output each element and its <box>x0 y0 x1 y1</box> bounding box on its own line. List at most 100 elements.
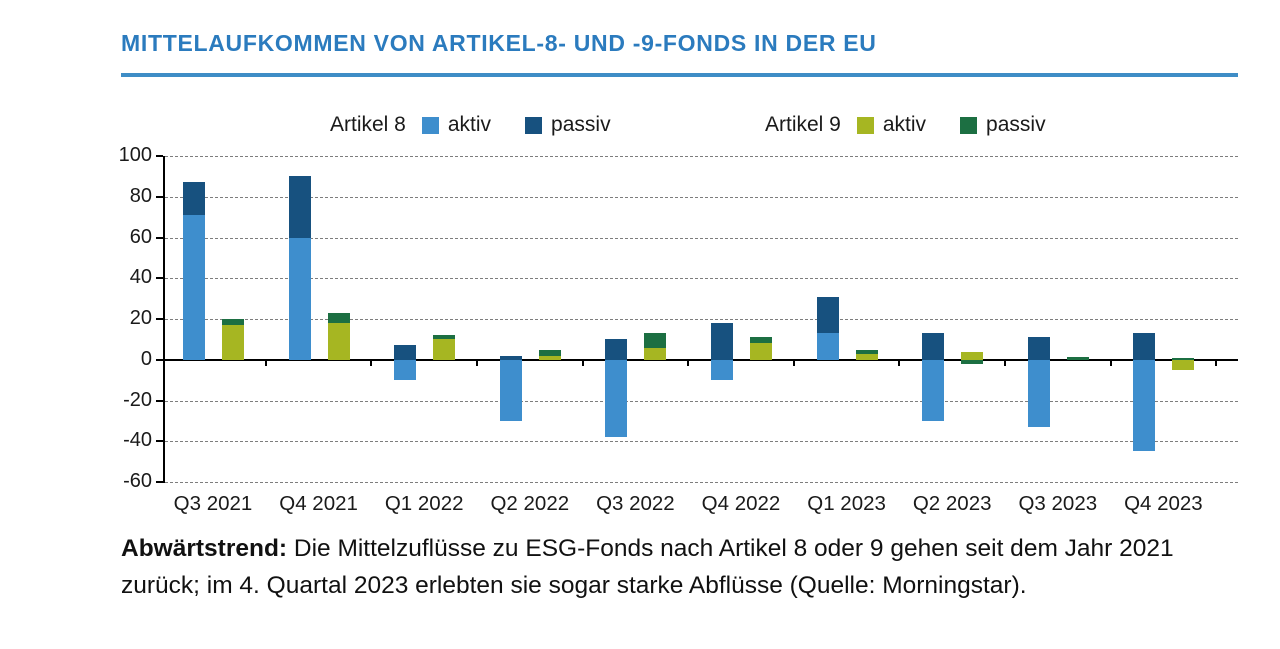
bar-segment-artikel8-passiv <box>499 355 522 360</box>
bar-segment-artikel8-passiv <box>183 182 205 216</box>
bar-segment-artikel9-passiv <box>433 335 456 340</box>
x-axis-label: Q4 2021 <box>279 492 358 515</box>
bar-segment-artikel8-aktiv <box>605 359 628 438</box>
y-axis-tick <box>156 318 163 320</box>
x-axis-zero-line <box>165 358 1238 361</box>
page-title: MITTELAUFKOMMEN VON ARTIKEL-8- UND -9-FO… <box>121 30 877 56</box>
x-axis-tick <box>898 359 901 366</box>
x-axis-tick <box>1215 359 1218 366</box>
y-axis-label: -60 <box>123 470 152 492</box>
y-axis-tick <box>156 440 163 443</box>
bar-segment-artikel8-passiv <box>605 339 628 360</box>
bar-segment-artikel9-aktiv <box>961 351 984 360</box>
bar-chart-plot-area: Q3 2021 Q4 2021 Q1 2022 Q2 2022 Q3 2022 Q4 20… <box>156 155 1238 515</box>
bar-segment-artikel8-passiv <box>711 323 733 360</box>
caption-lead: Abwärtstrend: <box>121 535 288 562</box>
legend-artikel8-passiv-label: passiv <box>551 113 611 136</box>
bar-segment-artikel8-aktiv <box>183 215 205 360</box>
bar-segment-artikel9-passiv <box>750 337 772 344</box>
bar-segment-artikel8-aktiv <box>1133 359 1156 452</box>
gridline <box>165 482 1238 483</box>
y-axis-tick <box>156 399 163 402</box>
x-axis-label: Q3 2022 <box>596 492 675 515</box>
bar-segment-artikel8-aktiv <box>922 359 945 421</box>
bar-segment-artikel8-passiv <box>394 345 417 360</box>
bar-segment-artikel9-aktiv <box>750 343 772 360</box>
bar-segment-artikel8-aktiv <box>711 359 733 381</box>
bar-segment-artikel9-passiv <box>1066 356 1089 360</box>
y-axis-label: 60 <box>129 225 152 248</box>
legend-artikel8: Artikel 8 aktiv passiv <box>330 113 611 137</box>
gridline <box>165 278 1238 280</box>
y-axis-labels: 100 80 60 40 20 0 -20 -40 -60 <box>80 144 152 492</box>
x-axis-label: Q2 2023 <box>912 492 992 515</box>
bar-segment-artikel9-passiv <box>1172 357 1195 360</box>
bar-segment-artikel9-aktiv <box>855 353 878 360</box>
bar-segment-artikel8-passiv <box>922 333 945 360</box>
x-axis-label: Q4 2023 <box>1124 492 1203 515</box>
legend-artikel8-label: Artikel 8 <box>330 113 406 136</box>
y-axis-tick <box>156 481 163 483</box>
caption: Abwärtstrend: Die Mittelzuflüsse zu ESG-… <box>121 530 1243 604</box>
bar-segment-artikel8-aktiv <box>499 359 522 421</box>
y-axis-tick <box>156 195 163 198</box>
gridline <box>165 441 1238 443</box>
legend-artikel9-aktiv-label: aktiv <box>882 113 927 136</box>
x-axis-tick <box>370 359 373 366</box>
legend-swatch-artikel9-passiv <box>960 116 978 134</box>
gridline <box>165 156 1238 157</box>
bar-segment-artikel9-passiv <box>855 349 878 354</box>
y-axis-label: 80 <box>129 184 152 207</box>
title-underline <box>121 73 1238 77</box>
bar-segment-artikel8-aktiv <box>394 359 417 381</box>
gridline <box>165 400 1238 402</box>
bar-segment-artikel8-passiv <box>816 296 839 334</box>
legend-swatch-artikel8-passiv <box>525 116 543 134</box>
y-axis-label: 0 <box>140 347 152 370</box>
bar-segment-artikel8-passiv <box>1027 337 1050 360</box>
y-axis-tick <box>156 155 163 157</box>
legend-artikel8-aktiv-label: aktiv <box>447 113 492 136</box>
legend-artikel9: Artikel 9 aktiv passiv <box>765 113 1046 137</box>
gridline <box>165 237 1238 239</box>
y-axis-label: -20 <box>123 388 152 411</box>
y-axis-line <box>163 156 165 483</box>
bar-segment-artikel9-passiv <box>538 349 561 356</box>
caption-text: Die Mittelzuflüsse zu ESG-Fonds nach Art… <box>121 535 1174 599</box>
bar-segment-artikel9-aktiv <box>538 355 561 360</box>
bar-segment-artikel9-aktiv <box>222 325 244 360</box>
bar-segment-artikel9-aktiv <box>327 323 350 360</box>
x-axis-tick <box>687 359 690 366</box>
legend-artikel9-label: Artikel 9 <box>765 113 841 136</box>
x-axis-tick <box>581 359 584 366</box>
x-axis-label: Q4 2022 <box>701 492 781 515</box>
y-axis-tick <box>156 358 163 361</box>
bar-segment-artikel8-aktiv <box>288 237 311 360</box>
x-axis-label: Q3 2023 <box>1018 492 1098 515</box>
x-axis-label: Q2 2022 <box>490 492 570 515</box>
bar-segment-artikel9-passiv <box>961 359 984 364</box>
legend-swatch-artikel8-aktiv <box>421 116 439 134</box>
legend-artikel9-passiv-label: passiv <box>986 113 1046 136</box>
bar-segment-artikel8-passiv <box>1133 333 1156 360</box>
y-axis-tick <box>156 236 163 239</box>
gridline <box>165 319 1238 320</box>
bar-segment-artikel9-aktiv <box>644 347 667 360</box>
bar-segment-artikel9-passiv <box>644 333 667 348</box>
x-axis-label: Q3 2021 <box>173 492 253 515</box>
gridline <box>165 196 1238 198</box>
bar-segment-artikel9-aktiv <box>1172 359 1195 370</box>
bar-segment-artikel8-aktiv <box>816 333 839 360</box>
bar-segment-artikel8-passiv <box>288 176 311 238</box>
x-axis-tick <box>264 359 267 366</box>
y-axis-label: 40 <box>129 266 152 289</box>
x-axis-tick <box>1109 359 1112 366</box>
x-axis-tick <box>1004 359 1006 366</box>
bar-segment-artikel9-passiv <box>222 319 244 326</box>
x-axis-label: Q1 2022 <box>384 492 464 515</box>
y-axis-label: 20 <box>129 307 152 329</box>
y-axis-label: 100 <box>118 144 152 166</box>
bar-segment-artikel9-aktiv <box>433 339 456 360</box>
x-axis-tick <box>476 359 478 366</box>
